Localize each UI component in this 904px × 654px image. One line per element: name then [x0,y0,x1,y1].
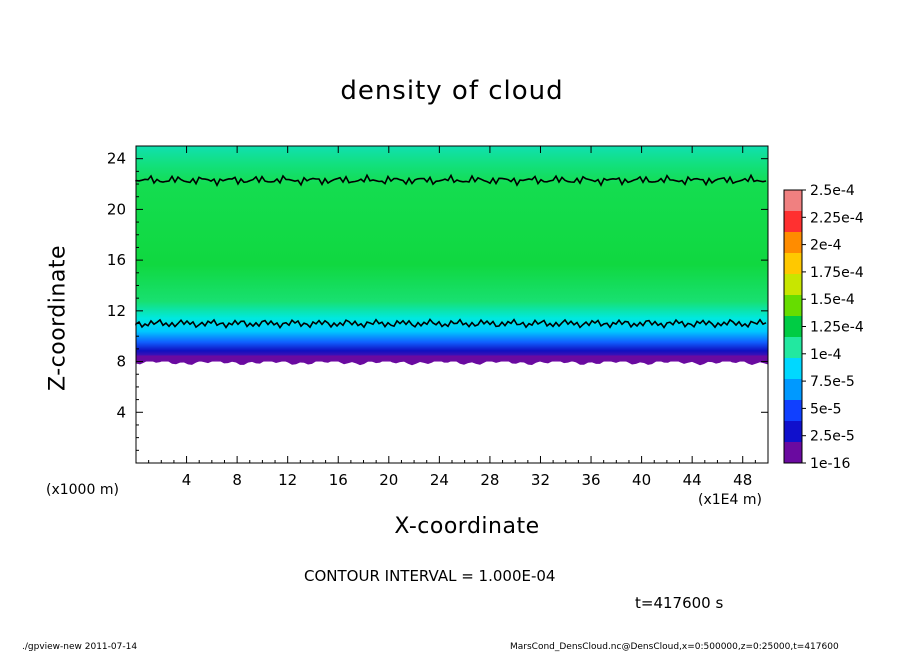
colorbar-label: 7.5e-5 [810,374,855,390]
x-tick-label: 28 [480,471,499,489]
colorbar-swatch [784,211,802,233]
x-scale-note: (x1E4 m) [698,492,762,508]
y-tick-label: 20 [107,200,126,218]
colorbar-swatch [784,316,802,338]
colorbar-swatch [784,358,802,380]
colorbar-label: 1e-4 [810,347,842,363]
colorbar-label: 2.5e-4 [810,183,855,199]
x-unit-note: (x1000 m) [46,482,119,498]
x-tick-label: 4 [182,471,192,489]
colorbar-label: 2.5e-5 [810,429,855,445]
x-tick-label: 24 [430,471,449,489]
colorbar-swatch [784,274,802,296]
contour-line [135,318,767,330]
colorbar-label: 1.5e-4 [810,292,855,308]
x-axis-label: X-coordinate [394,514,540,539]
colorbar-label: 1.75e-4 [810,265,864,281]
colorbar-swatch [784,295,802,317]
colorbar-swatch [784,379,802,401]
colorbar-swatch [784,337,802,359]
colorbar-swatch [784,421,802,443]
contour-interval-label: CONTOUR INTERVAL = 1.000E-04 [304,567,556,585]
y-tick-label: 12 [107,302,126,320]
footer-right-text: MarsCond_DensCloud.nc@DensCloud,x=0:5000… [510,642,839,652]
cloud-base-edge [136,355,768,366]
colorbar-label: 1e-16 [810,456,850,472]
colorbar-label: 1.25e-4 [810,320,864,336]
time-label: t=417600 s [635,594,724,612]
x-tick-label: 36 [581,471,600,489]
colorbar-swatch [784,190,802,212]
x-tick-label: 12 [278,471,297,489]
y-tick-label: 16 [107,251,126,269]
colorbar-swatch [784,232,802,254]
x-tick-label: 40 [632,471,651,489]
x-tick-label: 16 [329,471,348,489]
footer-left-text: ./gpview-new 2011-07-14 [22,642,138,652]
y-tick-label: 8 [116,353,126,371]
y-tick-label: 4 [116,403,126,421]
colorbar-label: 2.25e-4 [810,210,864,226]
colorbar-swatch [784,442,802,464]
colorbar-label: 2e-4 [810,238,842,254]
contour-line [135,173,767,187]
x-tick-label: 44 [683,471,702,489]
colorbar-swatch [784,400,802,422]
colorbar-swatch [784,253,802,275]
x-tick-label: 20 [379,471,398,489]
x-tick-label: 48 [733,471,752,489]
y-axis-label: Z-coordinate [45,245,71,391]
x-tick-label: 8 [232,471,242,489]
y-tick-label: 24 [107,150,126,168]
colorbar-label: 5e-5 [810,401,841,417]
chart-title: density of cloud [340,76,564,106]
x-tick-label: 32 [531,471,550,489]
